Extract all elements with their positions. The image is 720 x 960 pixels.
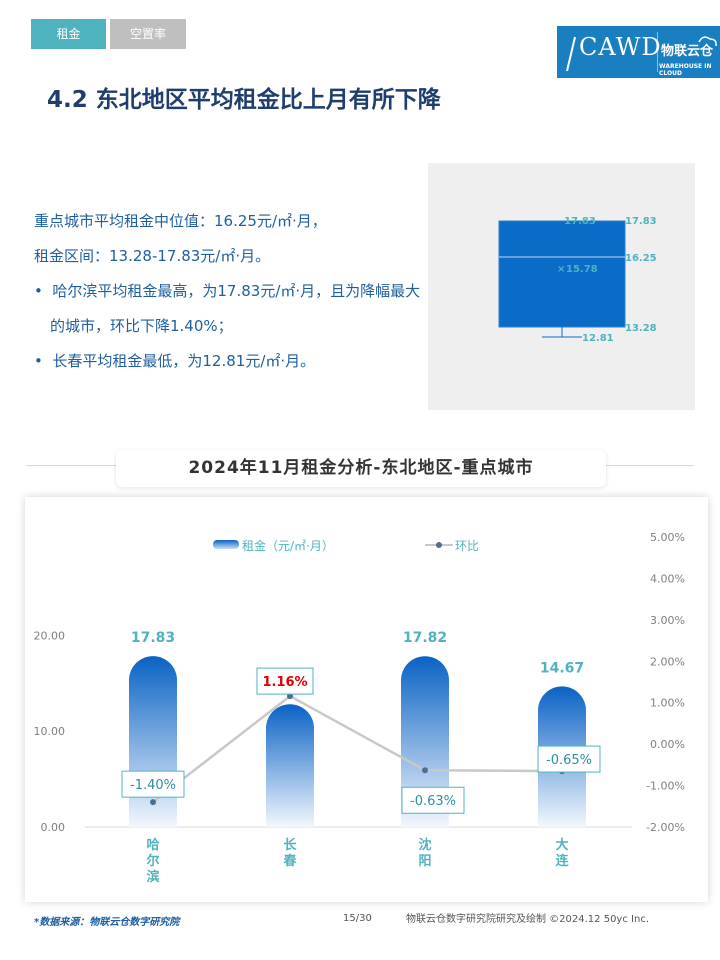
logo-en-text: WAREHOUSE IN CLOUD xyxy=(659,63,712,77)
line-value-label: -0.63% xyxy=(410,794,456,809)
y-left-tick: 20.00 xyxy=(34,629,66,642)
bar-value-label: 14.67 xyxy=(540,660,584,676)
chart-legend: 租金（元/㎡·月） 环比 xyxy=(213,538,479,553)
x-tick-label: 长 xyxy=(283,837,297,853)
tab-rent[interactable]: 租金 xyxy=(31,19,106,49)
brand-logo: CAWD 物联云仓 WAREHOUSE IN CLOUD xyxy=(557,26,720,78)
box-iqr xyxy=(498,220,626,328)
legend-line-marker xyxy=(436,542,442,548)
x-tick-label: 尔 xyxy=(146,853,159,869)
legend-bar-label: 租金（元/㎡·月） xyxy=(242,538,334,553)
mean-marker: × xyxy=(557,264,565,275)
logo-slash-icon xyxy=(566,36,576,72)
boxplot-chart: 17.83 17.83 16.25 × 15.78 13.28 12.81 xyxy=(498,216,657,344)
x-tick-label: 春 xyxy=(282,853,297,869)
bar-value-label: 17.83 xyxy=(131,630,175,646)
q1-label: 13.28 xyxy=(625,323,657,334)
line-value-box xyxy=(401,786,465,814)
line-value-label: -0.65% xyxy=(546,753,592,768)
y-left-tick: 10.00 xyxy=(34,725,66,738)
y-right-tick: -2.00% xyxy=(646,821,685,834)
y-right-tick: 2.00% xyxy=(650,655,685,668)
x-tick-label: 阳 xyxy=(418,854,431,869)
y-right-tick: 5.00% xyxy=(650,531,685,544)
x-tick-label: 沈 xyxy=(418,837,431,853)
boxplot-panel: 17.83 17.83 16.25 × 15.78 13.28 12.81 xyxy=(428,163,695,410)
series-line xyxy=(152,694,563,804)
chart-title: 2024年11月租金分析-东北地区-重点城市 xyxy=(116,450,606,487)
y-right-tick: 0.00% xyxy=(650,738,685,751)
page-title: 4.2 东北地区平均租金比上月有所下降 xyxy=(47,87,441,113)
median-label: 16.25 xyxy=(625,253,657,264)
cloud-icon xyxy=(657,32,717,72)
line-value-label: 1.16% xyxy=(262,675,307,690)
max-label: 17.83 xyxy=(625,216,657,227)
q3-label: 17.83 xyxy=(564,216,596,227)
x-tick-label: 滨 xyxy=(146,869,159,885)
bullet-text: 长春平均租金最低，为12.81元/㎡·月。 xyxy=(52,352,316,370)
legend-line-label: 环比 xyxy=(455,539,479,553)
line-value-label: -1.40% xyxy=(130,778,176,793)
bullet-item: • 哈尔滨平均租金最高，为17.83元/㎡·月，且为降幅最大的城市，环比下降1.… xyxy=(34,282,421,335)
mean-label: 15.78 xyxy=(566,264,598,275)
line-point xyxy=(422,767,428,774)
summary-range: 租金区间：13.28-17.83元/㎡·月。 xyxy=(34,247,271,265)
logo-cn-text: 物联云仓 xyxy=(661,44,714,59)
bullet-text: 哈尔滨平均租金最高，为17.83元/㎡·月，且为降幅最大的城市，环比下降1.40… xyxy=(50,282,421,335)
logo-cn: 物联云仓 WAREHOUSE IN CLOUD xyxy=(657,26,720,78)
x-tick-label: 连 xyxy=(555,853,569,869)
data-source: *数据来源：物联云仓数字研究院 xyxy=(34,917,180,928)
bar-value-label: 17.82 xyxy=(403,630,447,646)
y-right-tick: 4.00% xyxy=(650,572,685,585)
y-left-tick: 0.00 xyxy=(41,821,66,834)
summary-median: 重点城市平均租金中位值：16.25元/㎡·月， xyxy=(34,212,327,230)
bar xyxy=(266,704,314,827)
x-tick-label: 大 xyxy=(555,837,568,853)
copyright: 物联云仓数字研究院研究及绘制 ©2024.12 50yc Inc. xyxy=(406,914,649,925)
tab-vacancy[interactable]: 空置率 xyxy=(110,19,186,49)
min-label: 12.81 xyxy=(582,333,614,344)
page-number: 15/30 xyxy=(343,913,372,924)
chart-panel: 租金（元/㎡·月） 环比 0.00 10.00 20.00 -2.00% -1.00% 0… xyxy=(25,497,708,902)
line-point xyxy=(150,799,156,806)
legend-bar-swatch xyxy=(213,540,239,549)
bullet-item: • 长春平均租金最低，为12.81元/㎡·月。 xyxy=(34,352,316,370)
line-value-box xyxy=(256,667,314,695)
bar xyxy=(401,656,449,827)
line-value-box xyxy=(121,770,185,798)
logo-mark: CAWD xyxy=(561,29,661,75)
y-right-tick: -1.00% xyxy=(646,780,685,793)
line-value-box xyxy=(537,745,601,773)
y-right-tick: 1.00% xyxy=(650,697,685,710)
y-right-tick: 3.00% xyxy=(650,614,685,627)
logo-text: CAWD xyxy=(579,33,662,61)
bar-line-chart: 租金（元/㎡·月） 环比 0.00 10.00 20.00 -2.00% -1.00% 0… xyxy=(34,531,686,885)
x-tick-label: 哈 xyxy=(146,837,159,853)
summary-text: 重点城市平均租金中位值：16.25元/㎡·月， 租金区间：13.28-17.83… xyxy=(34,204,434,379)
